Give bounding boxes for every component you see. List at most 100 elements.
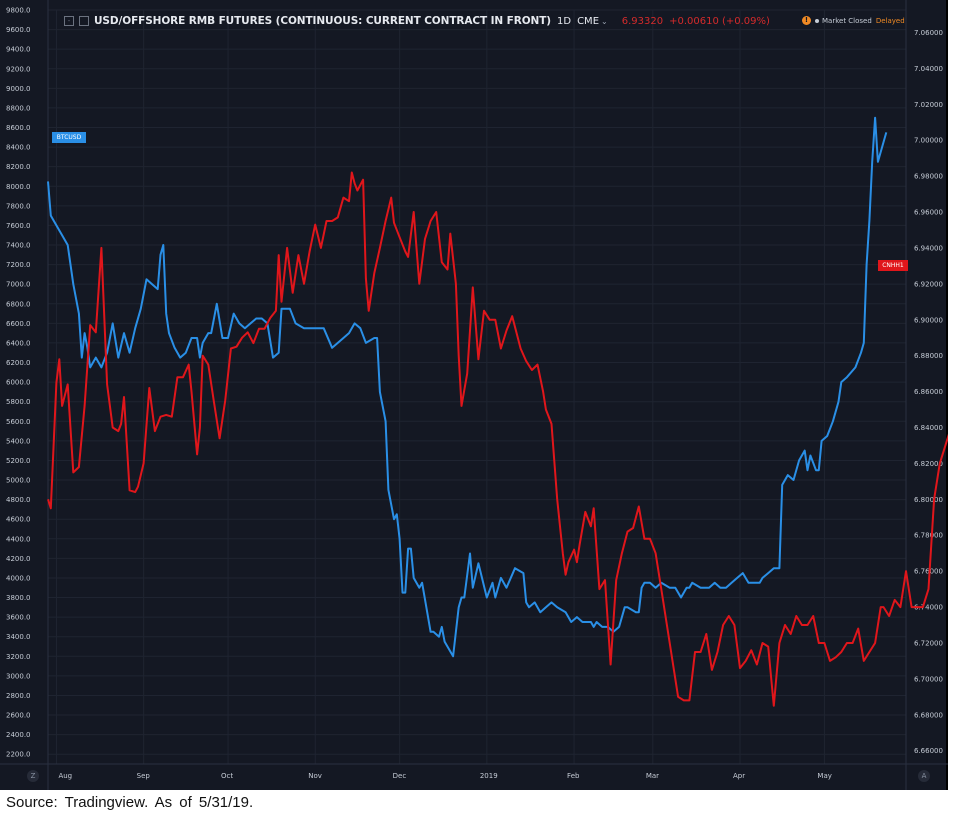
- right-axis-tick-label: 6.82000: [914, 460, 943, 468]
- left-axis-tick-label: 5200.0: [6, 457, 31, 465]
- right-axis-tick-label: 6.72000: [914, 639, 943, 647]
- right-axis-tick-label: 6.96000: [914, 209, 943, 217]
- left-axis-tick-label: 6400.0: [6, 339, 31, 347]
- right-axis-tick-label: 6.78000: [914, 532, 943, 540]
- market-status: ! Market Closed Delayed: [802, 16, 905, 25]
- left-axis-tick-label: 4800.0: [6, 496, 31, 504]
- right-axis-tick-label: 7.06000: [914, 29, 943, 37]
- left-axis-tick-label: 7600.0: [6, 222, 31, 230]
- right-axis-tick-label: 6.80000: [914, 496, 943, 504]
- btcusd-line: [47, 116, 888, 658]
- left-axis-tick-label: 4400.0: [6, 535, 31, 543]
- left-axis-tick-label: 8200.0: [6, 163, 31, 171]
- left-axis-tick-label: 9200.0: [6, 65, 31, 73]
- right-axis-tick-label: 6.70000: [914, 675, 943, 683]
- cnhh1-line: [47, 171, 948, 707]
- time-axis-tick-label: Nov: [308, 772, 322, 780]
- left-axis-tick-label: 6200.0: [6, 359, 31, 367]
- left-axis-tick-label: 9800.0: [6, 7, 31, 15]
- exchange-label[interactable]: CME: [577, 15, 600, 27]
- left-axis-tick-label: 5000.0: [6, 477, 31, 485]
- left-axis-tick-label: 4200.0: [6, 555, 31, 563]
- zoom-left-button[interactable]: Z: [27, 770, 39, 782]
- axis-separators: [0, 0, 948, 790]
- left-axis-tick-label: 8400.0: [6, 144, 31, 152]
- left-axis-tick-label: 3000.0: [6, 672, 31, 680]
- right-axis-tick-label: 6.68000: [914, 711, 943, 719]
- right-axis-tick-label: 7.04000: [914, 65, 943, 73]
- left-axis-tick-label: 4600.0: [6, 516, 31, 524]
- time-axis-tick-label: Aug: [58, 772, 72, 780]
- right-axis-tick-label: 6.92000: [914, 280, 943, 288]
- market-closed-label: Market Closed: [822, 16, 872, 25]
- right-axis-tick-label: 6.86000: [914, 388, 943, 396]
- left-axis-tick-label: 8600.0: [6, 124, 31, 132]
- left-axis-tick-label: 3200.0: [6, 653, 31, 661]
- left-axis-tick-label: 6800.0: [6, 300, 31, 308]
- left-axis-tick-label: 6000.0: [6, 379, 31, 387]
- left-axis-tick-label: 7000.0: [6, 281, 31, 289]
- right-axis-tick-label: 6.98000: [914, 173, 943, 181]
- time-axis: Aug Sep Oct Nov Dec 2019 Feb Mar Apr May: [58, 772, 831, 780]
- time-axis-tick-label: Sep: [137, 772, 151, 780]
- right-axis-tick-label: 6.94000: [914, 244, 943, 252]
- left-price-axis: 2200.0 2400.0 2600.0 2800.0 3000.0 3200.0 3400…: [6, 7, 31, 759]
- status-dot-icon: [815, 18, 819, 23]
- symbol-title[interactable]: USD/OFFSHORE RMB FUTURES (CONTINUOUS: CU…: [94, 15, 552, 27]
- warning-icon: !: [802, 16, 811, 25]
- left-axis-tick-label: 4000.0: [6, 574, 31, 582]
- left-axis-tick-label: 9400.0: [6, 46, 31, 54]
- time-axis-tick-label: Apr: [733, 772, 745, 780]
- symbol-square-icon: [79, 16, 89, 26]
- source-note: Source: Tradingview. As of 5/31/19.: [6, 794, 254, 811]
- time-axis-tick-label: May: [817, 772, 831, 780]
- right-axis-tick-label: 6.76000: [914, 568, 943, 576]
- left-axis-tick-label: 2200.0: [6, 751, 31, 759]
- left-axis-tick-label: 2800.0: [6, 692, 31, 700]
- series-lines: [47, 116, 948, 707]
- right-axis-tick-label: 6.66000: [914, 747, 943, 755]
- time-axis-tick-label: Dec: [393, 772, 407, 780]
- time-axis-tick-label: Feb: [567, 772, 580, 780]
- price-change: +0.00610 (+0.09%): [669, 15, 770, 27]
- left-axis-tick-label: 9600.0: [6, 26, 31, 34]
- right-axis-tick-label: 6.74000: [914, 604, 943, 612]
- left-axis-tick-label: 6600.0: [6, 320, 31, 328]
- right-axis-tick-label: 7.02000: [914, 101, 943, 109]
- left-axis-tick-label: 3800.0: [6, 594, 31, 602]
- cnhh1-price-tag: CNHH1: [878, 260, 908, 271]
- btcusd-price-tag: BTCUSD: [52, 132, 86, 143]
- chart-panel[interactable]: [0, 0, 948, 790]
- right-axis-tick-label: 6.84000: [914, 424, 943, 432]
- left-axis-tick-label: 7200.0: [6, 261, 31, 269]
- right-price-axis: 6.66000 6.68000 6.70000 6.72000 6.74000 6.760…: [914, 29, 943, 755]
- left-axis-tick-label: 7800.0: [6, 202, 31, 210]
- right-axis-tick-label: 6.88000: [914, 352, 943, 360]
- last-price: 6.93320: [621, 15, 664, 27]
- left-axis-tick-label: 5400.0: [6, 437, 31, 445]
- right-axis-tick-label: 6.90000: [914, 316, 943, 324]
- right-axis-tick-label: 7.00000: [914, 137, 943, 145]
- chart-header: - USD/OFFSHORE RMB FUTURES (CONTINUOUS: …: [64, 13, 770, 29]
- chart-canvas[interactable]: 2200.0 2400.0 2600.0 2800.0 3000.0 3200.0 3400…: [0, 0, 948, 790]
- left-axis-tick-label: 2400.0: [6, 731, 31, 739]
- time-axis-tick-label: Oct: [221, 772, 233, 780]
- time-axis-tick-label: Mar: [646, 772, 659, 780]
- left-axis-tick-label: 7400.0: [6, 242, 31, 250]
- delayed-label: Delayed: [875, 16, 905, 25]
- panel-border: [946, 0, 948, 790]
- left-axis-tick-label: 3400.0: [6, 633, 31, 641]
- grid-lines: [48, 9, 906, 764]
- left-axis-tick-label: 2600.0: [6, 712, 31, 720]
- chevron-down-icon[interactable]: ⌄: [601, 16, 608, 26]
- interval-label[interactable]: 1D: [557, 15, 572, 27]
- left-axis-tick-label: 3600.0: [6, 614, 31, 622]
- left-axis-tick-label: 5800.0: [6, 398, 31, 406]
- time-axis-tick-label: 2019: [480, 772, 498, 780]
- left-axis-tick-label: 8000.0: [6, 183, 31, 191]
- left-axis-tick-label: 9000.0: [6, 85, 31, 93]
- left-axis-tick-label: 5600.0: [6, 418, 31, 426]
- collapse-icon[interactable]: -: [64, 16, 74, 26]
- left-axis-tick-label: 8800.0: [6, 104, 31, 112]
- zoom-right-button[interactable]: A: [918, 770, 930, 782]
